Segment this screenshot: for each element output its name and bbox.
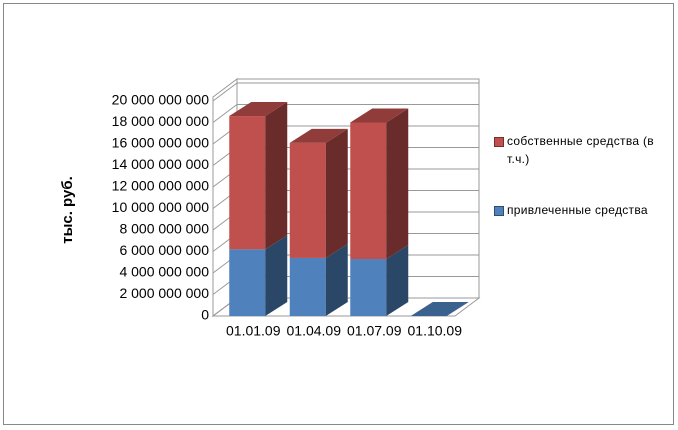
legend-label: привлеченные средства (507, 203, 648, 217)
bar-front (229, 116, 266, 250)
y-tick-label: 4 000 000 000 (119, 264, 209, 280)
y-tick-label: 12 000 000 000 (112, 178, 210, 194)
bar-segment (410, 302, 469, 316)
y-tick-label: 16 000 000 000 (112, 135, 210, 151)
bar-segment (229, 102, 288, 250)
bar-side (265, 235, 288, 316)
bar-segment (350, 245, 409, 316)
bar-front (229, 249, 266, 316)
bar-front (350, 259, 387, 316)
y-tick-label: 2 000 000 000 (119, 285, 209, 301)
y-tick-label: 10 000 000 000 (112, 199, 210, 215)
grid-line (212, 104, 479, 123)
y-tick-label: 18 000 000 000 (112, 113, 210, 129)
bar-segment (350, 108, 409, 260)
bar-top (289, 128, 348, 143)
bar-front (350, 122, 387, 260)
y-tick-label: 8 000 000 000 (119, 221, 209, 237)
y-tick-label: 0 (201, 307, 209, 323)
bar-side (325, 243, 348, 316)
bar-top (410, 302, 469, 316)
x-tick-label: 01.01.09 (226, 323, 281, 339)
bar-side (265, 102, 288, 250)
bar-front (289, 257, 326, 316)
bar-segment (289, 243, 348, 316)
bar-segment (229, 235, 288, 316)
legend-swatch (494, 206, 504, 216)
bar-side (386, 108, 409, 260)
y-tick-label: 6 000 000 000 (119, 242, 209, 258)
legend-swatch (494, 137, 504, 147)
y-tick-label: 20 000 000 000 (112, 92, 210, 108)
bar-top (229, 102, 288, 117)
x-tick-label: 01.10.09 (408, 323, 463, 339)
grid-line (212, 82, 479, 102)
y-axis-title: тыс. руб. (59, 176, 76, 244)
y-tick-label: 14 000 000 000 (112, 156, 210, 172)
x-tick-label: 01.04.09 (287, 323, 342, 339)
bar-side (386, 245, 409, 316)
bar-side (325, 128, 348, 258)
bar-top (350, 108, 409, 123)
legend-label: собственные средства (в т.ч.) (507, 134, 654, 166)
bar-front (289, 142, 326, 258)
x-tick-label: 01.07.09 (347, 323, 402, 339)
bar-segment (289, 128, 348, 258)
